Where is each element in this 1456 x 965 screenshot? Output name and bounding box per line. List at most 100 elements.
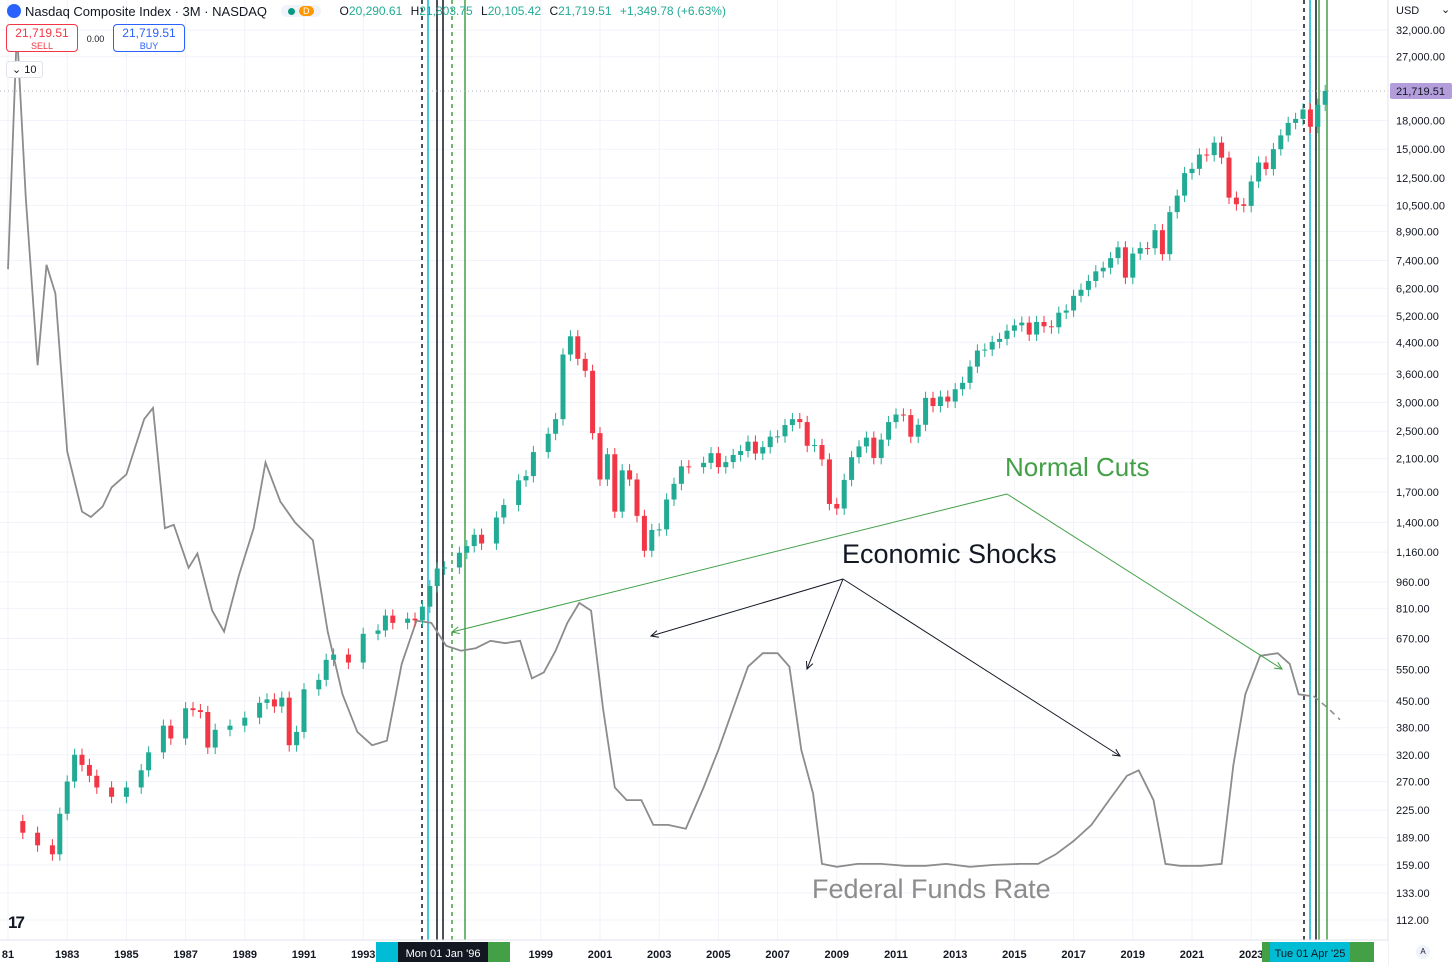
candle-body bbox=[1226, 157, 1232, 198]
candle-body bbox=[1293, 118, 1299, 123]
candle-body bbox=[1263, 162, 1269, 170]
price-tick-label: 670.00 bbox=[1396, 633, 1430, 645]
candle-body bbox=[1233, 197, 1239, 205]
candle-body bbox=[590, 370, 596, 434]
close-value: 21,719.51 bbox=[558, 4, 612, 18]
candle-body bbox=[1145, 248, 1151, 250]
sell-button[interactable]: 21,719.51 SELL bbox=[6, 24, 78, 52]
high-label: H bbox=[410, 4, 420, 18]
price-tick-label: 189.00 bbox=[1396, 833, 1430, 845]
candle-body bbox=[545, 433, 551, 453]
time-tick-label: 1987 bbox=[173, 949, 197, 961]
candle-body bbox=[294, 731, 300, 746]
candle-body bbox=[456, 552, 462, 568]
candle-body bbox=[1085, 280, 1091, 290]
chevron-down-icon[interactable]: ⌄ bbox=[1441, 4, 1451, 16]
price-tick-label: 5,200.00 bbox=[1396, 311, 1439, 323]
time-tick-label: 2005 bbox=[706, 949, 730, 961]
candle-body bbox=[553, 419, 559, 434]
current-price-label: 21,719.51 bbox=[1396, 86, 1445, 98]
price-tick-label: 4,400.00 bbox=[1396, 337, 1439, 349]
candle-body bbox=[701, 462, 707, 468]
candle-body bbox=[856, 446, 862, 458]
time-tick-label: 2023 bbox=[1239, 949, 1263, 961]
candle-body bbox=[1248, 181, 1254, 206]
candle-body bbox=[730, 454, 736, 463]
spread-value: 0.00 bbox=[86, 34, 105, 44]
candle-body bbox=[1278, 135, 1284, 150]
sell-price: 21,719.51 bbox=[15, 26, 69, 40]
candle-body bbox=[627, 470, 633, 480]
candle-body bbox=[197, 710, 203, 712]
candle-body bbox=[664, 499, 670, 530]
candle-body bbox=[886, 422, 892, 440]
candle-body bbox=[893, 414, 899, 423]
buy-label: BUY bbox=[139, 41, 159, 51]
candle-body bbox=[94, 775, 100, 788]
price-tick-label: 810.00 bbox=[1396, 604, 1430, 616]
candle-body bbox=[301, 689, 307, 732]
indicator-collapse-toggle[interactable]: ⌄ 10 bbox=[6, 61, 43, 78]
candle-body bbox=[405, 618, 411, 623]
symbol-title[interactable]: Nasdaq Composite Index · 3M · NASDAQ bbox=[25, 3, 268, 19]
candle-body bbox=[641, 515, 647, 551]
candle-body bbox=[1122, 247, 1128, 278]
candle-body bbox=[1115, 247, 1121, 259]
auto-scale-button[interactable]: A bbox=[1416, 945, 1430, 959]
candle-body bbox=[560, 354, 566, 420]
candle-body bbox=[1300, 109, 1306, 119]
price-tick-label: 2,100.00 bbox=[1396, 454, 1439, 466]
price-tick-label: 550.00 bbox=[1396, 665, 1430, 677]
candle-body bbox=[982, 349, 988, 351]
candle-body bbox=[168, 725, 174, 739]
candle-body bbox=[316, 679, 322, 690]
time-tick-label: 2011 bbox=[884, 949, 908, 961]
candle-body bbox=[227, 725, 233, 730]
fed-funds-rate-polyline bbox=[7, 29, 1311, 868]
candle-body bbox=[190, 708, 196, 711]
candle-body bbox=[1063, 310, 1069, 313]
candle-body bbox=[212, 729, 218, 748]
candle-body bbox=[619, 470, 625, 512]
candle-body bbox=[49, 845, 55, 855]
candle-body bbox=[1004, 330, 1010, 339]
candle-body bbox=[1285, 122, 1291, 136]
price-tick-label: 32,000.00 bbox=[1396, 25, 1445, 37]
currency-label[interactable]: USD bbox=[1396, 5, 1420, 17]
candle-body bbox=[649, 529, 655, 551]
candle-body bbox=[849, 457, 855, 480]
candle-body bbox=[686, 466, 692, 468]
candle-body bbox=[264, 699, 270, 703]
candle-body bbox=[1315, 104, 1321, 127]
time-tick-label: 2019 bbox=[1121, 949, 1145, 961]
price-tick-label: 3,000.00 bbox=[1396, 398, 1439, 410]
candle-body bbox=[1034, 321, 1040, 335]
buy-button[interactable]: 21,719.51 BUY bbox=[113, 24, 185, 52]
economic-shocks-arrow-2001-head bbox=[649, 630, 659, 638]
candle-body bbox=[1019, 322, 1025, 326]
candle-body bbox=[997, 338, 1003, 342]
market-status-badge[interactable]: D bbox=[281, 5, 321, 17]
tradingview-logo-icon[interactable]: 17 bbox=[8, 913, 25, 932]
time-axis-bg bbox=[0, 940, 1388, 965]
candle-body bbox=[183, 708, 189, 739]
candle-body bbox=[1093, 271, 1099, 281]
time-tick-label: 2003 bbox=[647, 949, 671, 961]
candle-body bbox=[427, 586, 433, 607]
candle-body bbox=[360, 633, 366, 663]
candle-body bbox=[1189, 168, 1195, 174]
time-tick-label: 2001 bbox=[588, 949, 612, 961]
ohlc-values: O20,290.61 H21,803.75 L20,105.42 C21,719… bbox=[335, 4, 726, 18]
crosshair-date-label: Mon 01 Jan '96 bbox=[406, 948, 481, 960]
candle-body bbox=[471, 534, 477, 547]
candle-body bbox=[516, 480, 522, 505]
candle-body bbox=[1048, 326, 1054, 328]
candle-body bbox=[715, 453, 721, 468]
economic-shocks-arrow-2019-head bbox=[1111, 748, 1121, 757]
candle-body bbox=[812, 445, 818, 447]
time-tick-label: 2017 bbox=[1061, 949, 1085, 961]
candle-body bbox=[708, 453, 714, 463]
candle-body bbox=[1137, 248, 1143, 254]
candle-body bbox=[375, 630, 381, 634]
